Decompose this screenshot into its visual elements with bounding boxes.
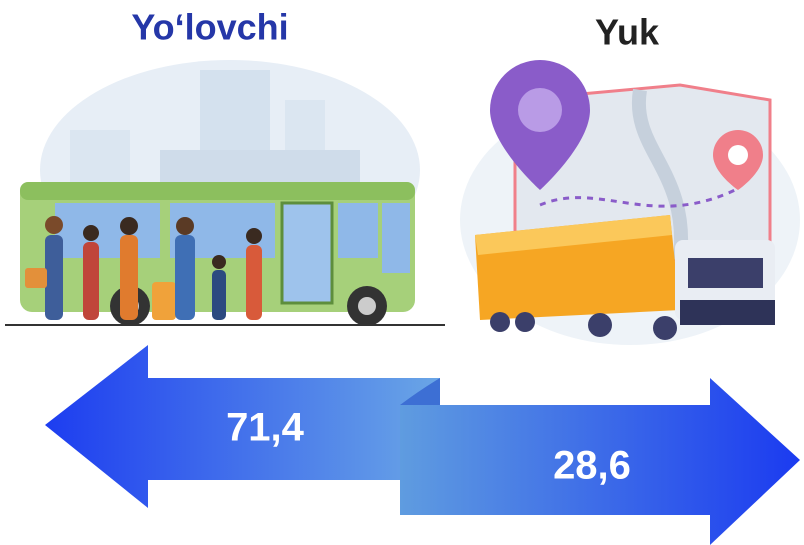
right-arrow [400,378,800,545]
right-value: 28,6 [553,444,631,488]
left-arrow [45,345,440,508]
right-label: Yuk [595,12,660,53]
left-value: 71,4 [226,406,305,450]
truck-scene [460,60,800,345]
passengers [25,216,262,320]
left-label: Yo‘lovchi [131,7,288,48]
